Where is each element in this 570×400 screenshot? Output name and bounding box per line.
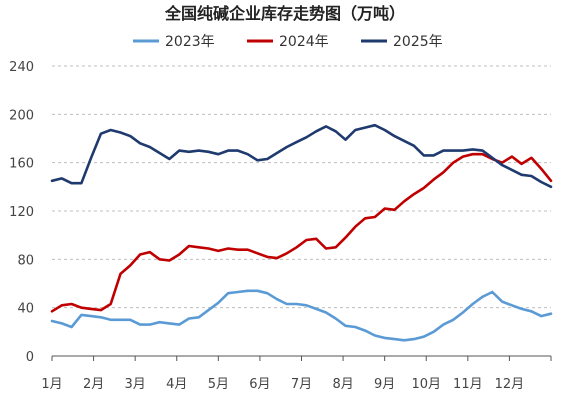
series-lines <box>50 123 553 342</box>
x-tick-label: 9月 <box>374 377 395 392</box>
legend-label: 2024年 <box>279 34 329 50</box>
legend-label: 2023年 <box>165 34 215 50</box>
y-tick-label: 120 <box>9 205 34 220</box>
x-tick-label: 5月 <box>208 377 229 392</box>
x-tick-label: 4月 <box>166 377 187 392</box>
x-tick-label: 7月 <box>291 377 312 392</box>
y-tick-label: 0 <box>26 350 34 365</box>
y-axis-ticks: 0 40 80 120 160 200 240 <box>9 60 34 365</box>
x-tick-label: 3月 <box>125 377 146 392</box>
x-tick-label: 10月 <box>411 377 441 392</box>
y-tick-label: 240 <box>9 60 34 75</box>
y-tick-label: 200 <box>9 108 34 123</box>
x-tick-label: 12月 <box>495 377 525 392</box>
y-tick-label: 40 <box>17 302 34 317</box>
series-line-3 <box>50 123 553 189</box>
y-tick-label: 80 <box>17 253 34 268</box>
x-axis-ticks: 1月 2月 3月 4月 5月 6月 7月 8月 9月 10月 11月 12月 <box>41 356 552 392</box>
chart-legend: 2023年 2024年 2025年 <box>133 34 443 50</box>
chart-title: 全国纯碱企业库存走势图（万吨） <box>164 4 405 23</box>
x-tick-label: 1月 <box>41 377 62 392</box>
y-tick-label: 160 <box>9 157 34 172</box>
x-tick-label: 8月 <box>332 377 353 392</box>
series-line-1 <box>50 289 553 342</box>
series-line-2 <box>50 152 553 313</box>
grid-lines <box>52 65 551 309</box>
x-tick-label: 11月 <box>453 377 483 392</box>
x-tick-label: 2月 <box>83 377 104 392</box>
legend-label: 2025年 <box>393 34 443 50</box>
x-tick-label: 6月 <box>249 377 270 392</box>
